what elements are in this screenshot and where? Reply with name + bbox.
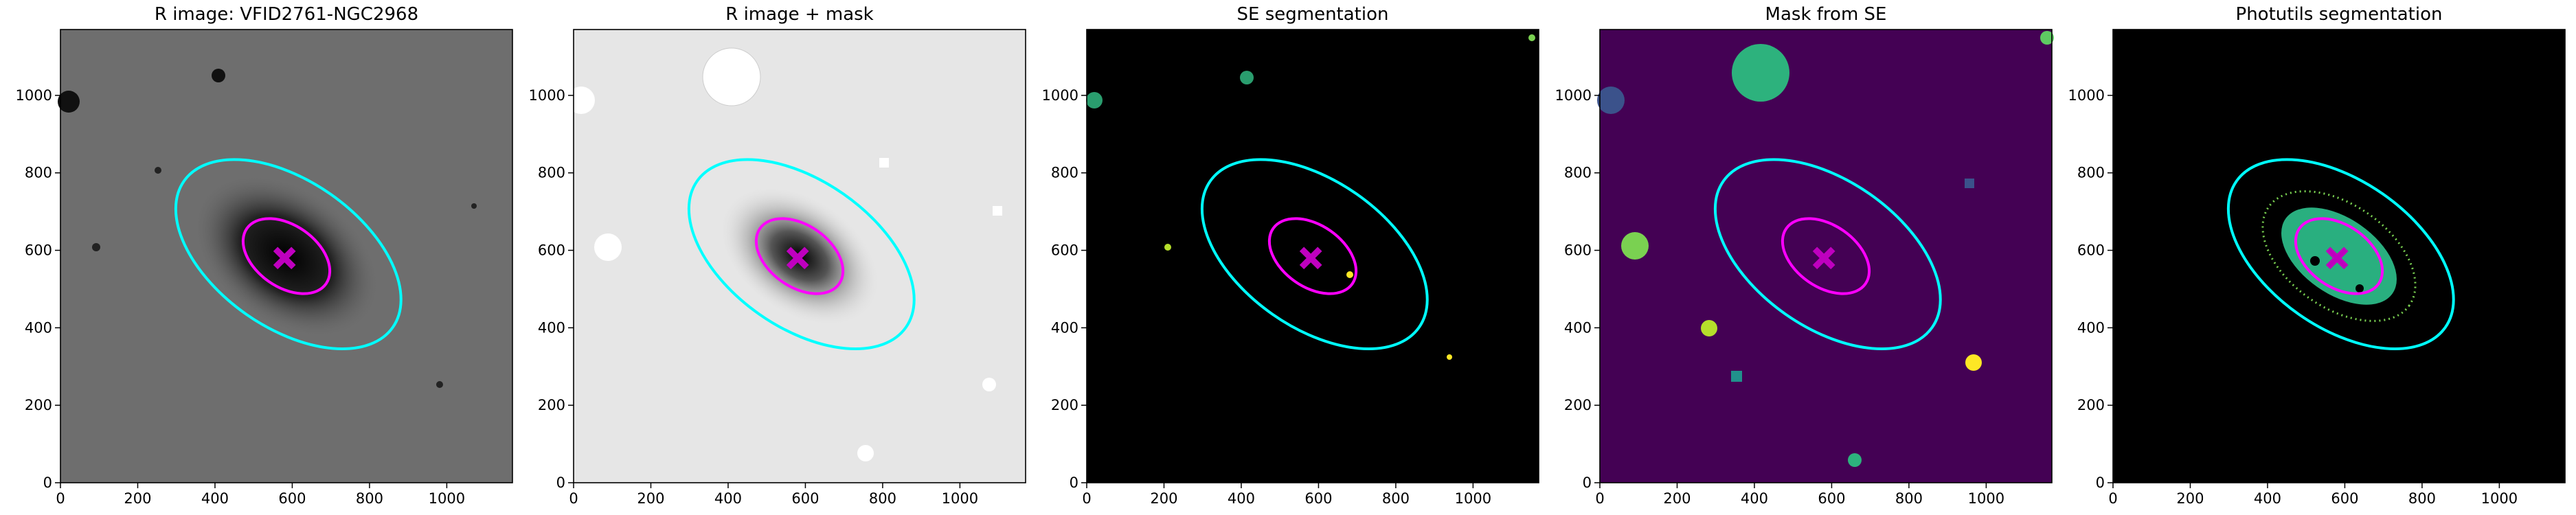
x-tick-label: 600: [791, 490, 819, 507]
aperture-ellipse: [174, 158, 403, 350]
axes-frame: [60, 29, 513, 483]
x-tick-label: 800: [356, 490, 383, 507]
x-tick-label: 400: [2254, 490, 2281, 507]
aperture-ellipse: [687, 158, 916, 350]
x-tick-label: 800: [1382, 490, 1410, 507]
x-tick-label: 200: [1150, 490, 1177, 507]
x-tick-label: 200: [2176, 490, 2204, 507]
x-tick-label: 600: [1304, 490, 1332, 507]
panel-title: R image + mask: [725, 4, 874, 25]
y-tick-label: 800: [2077, 165, 2105, 181]
x-tick-label: 1000: [942, 490, 978, 507]
panel-title: SE segmentation: [1237, 4, 1389, 25]
panel-title: Mask from SE: [1765, 4, 1887, 25]
y-tick-label: 200: [25, 397, 52, 413]
x-tick-label: 400: [714, 490, 742, 507]
y-tick-label: 0: [2096, 474, 2105, 491]
x-tick-label: 400: [201, 490, 229, 507]
x-tick-label: 600: [2331, 490, 2358, 507]
x-tick-label: 800: [2408, 490, 2436, 507]
y-tick-label: 1000: [529, 87, 565, 104]
x-tick-label: 200: [637, 490, 664, 507]
y-tick-label: 200: [538, 397, 565, 413]
y-tick-label: 600: [538, 242, 565, 259]
x-tick-label: 1000: [1968, 490, 2004, 507]
aperture-ellipse: [241, 217, 332, 295]
x-tick-label: 0: [56, 490, 65, 507]
x-tick-label: 0: [1595, 490, 1604, 507]
center-marker: [273, 247, 296, 270]
center-marker: [1812, 247, 1835, 270]
panel-title: R image: VFID2761-NGC2968: [155, 4, 418, 25]
y-tick-label: 400: [1051, 319, 1078, 336]
y-tick-label: 1000: [1042, 87, 1078, 104]
axes-frame: [1086, 29, 1539, 483]
x-tick-label: 0: [569, 490, 578, 507]
y-tick-label: 600: [2077, 242, 2105, 259]
aperture-ellipse: [1200, 158, 1429, 350]
center-marker: [2325, 247, 2349, 270]
x-tick-label: 600: [278, 490, 306, 507]
y-tick-label: 1000: [1555, 87, 1592, 104]
x-tick-label: 200: [1663, 490, 1691, 507]
y-tick-label: 800: [1051, 165, 1078, 181]
center-marker: [1299, 247, 1322, 270]
x-tick-label: 1000: [429, 490, 465, 507]
y-tick-label: 400: [1564, 319, 1592, 336]
y-tick-label: 0: [1070, 474, 1078, 491]
aperture-ellipse: [1781, 217, 1871, 295]
y-tick-label: 800: [538, 165, 565, 181]
y-tick-label: 400: [538, 319, 565, 336]
x-tick-label: 400: [1228, 490, 1255, 507]
y-tick-label: 600: [25, 242, 52, 259]
y-tick-label: 600: [1051, 242, 1078, 259]
x-tick-label: 0: [1082, 490, 1091, 507]
x-tick-label: 800: [1895, 490, 1923, 507]
panel-title: Photutils segmentation: [2236, 4, 2443, 25]
y-tick-label: 600: [1564, 242, 1592, 259]
aperture-ellipse: [2226, 158, 2455, 350]
y-tick-label: 400: [25, 319, 52, 336]
x-tick-label: 1000: [1455, 490, 1491, 507]
y-tick-label: 0: [556, 474, 565, 491]
x-tick-label: 1000: [2481, 490, 2518, 507]
y-tick-label: 1000: [2068, 87, 2105, 104]
center-marker: [786, 247, 809, 270]
y-tick-label: 400: [2077, 319, 2105, 336]
y-tick-label: 200: [1051, 397, 1078, 413]
aperture-ellipse: [2294, 217, 2384, 295]
x-tick-label: 800: [869, 490, 896, 507]
y-tick-label: 800: [1564, 165, 1592, 181]
y-tick-label: 1000: [16, 87, 52, 104]
x-tick-label: 400: [1741, 490, 1768, 507]
aperture-ellipse: [754, 217, 845, 295]
y-tick-label: 200: [1564, 397, 1592, 413]
y-tick-label: 0: [1583, 474, 1592, 491]
aperture-ellipse: [1713, 158, 1942, 350]
axes-frame: [1599, 29, 2053, 483]
x-tick-label: 200: [124, 490, 151, 507]
y-tick-label: 800: [25, 165, 52, 181]
aperture-ellipse: [1267, 217, 1358, 295]
axes-frame: [2112, 29, 2566, 483]
x-tick-label: 600: [1818, 490, 1845, 507]
axes-frame: [573, 29, 1026, 483]
y-tick-label: 0: [43, 474, 52, 491]
x-tick-label: 0: [2108, 490, 2117, 507]
y-tick-label: 200: [2077, 397, 2105, 413]
